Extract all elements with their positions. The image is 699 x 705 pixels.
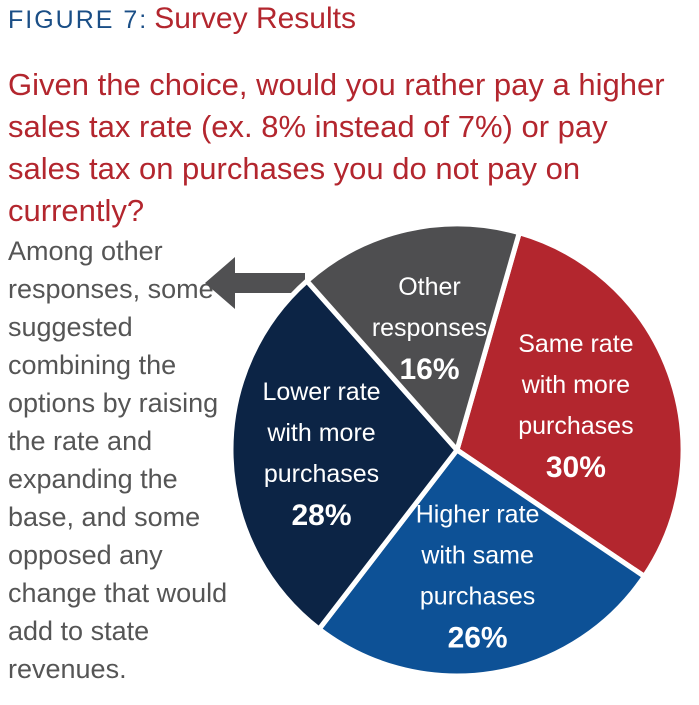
pie-slice <box>304 221 522 453</box>
slice-value-label: 30% <box>546 451 606 484</box>
pie-slice <box>316 447 647 679</box>
slice-value-label: 26% <box>448 622 508 655</box>
slice-label-group: Same rate with more purchases 30% <box>518 330 633 484</box>
slice-label: Other <box>398 273 461 301</box>
slice-label-group: Other responses 16% <box>372 273 487 386</box>
figure-header: FIGURE 7: Survey Results <box>8 2 356 36</box>
figure-title: Survey Results <box>154 2 356 35</box>
slice-label: purchases <box>264 460 379 488</box>
slice-value-label: 28% <box>291 499 351 532</box>
pie-slice <box>228 278 460 632</box>
slice-label: with more <box>266 419 375 447</box>
left-arrow-icon <box>205 257 305 309</box>
slice-label: purchases <box>518 412 633 440</box>
slice-label: with same <box>420 542 534 570</box>
survey-question: Given the choice, would you rather pay a… <box>8 67 665 228</box>
side-note: Among other responses, some suggested co… <box>8 236 228 684</box>
pie-slice <box>454 230 686 579</box>
slice-label: Same rate <box>518 330 633 358</box>
slice-label: Lower rate <box>262 378 380 406</box>
slice-label: responses <box>372 314 487 342</box>
slice-label: purchases <box>420 583 535 611</box>
slice-label-group: Higher rate with same purchases 26% <box>416 501 540 655</box>
slice-label: with more <box>521 371 630 399</box>
slice-label-group: Lower rate with more purchases 28% <box>262 378 380 532</box>
slice-value-label: 16% <box>399 353 459 386</box>
figure-label: FIGURE 7: <box>8 6 149 34</box>
slice-label: Higher rate <box>416 501 540 529</box>
